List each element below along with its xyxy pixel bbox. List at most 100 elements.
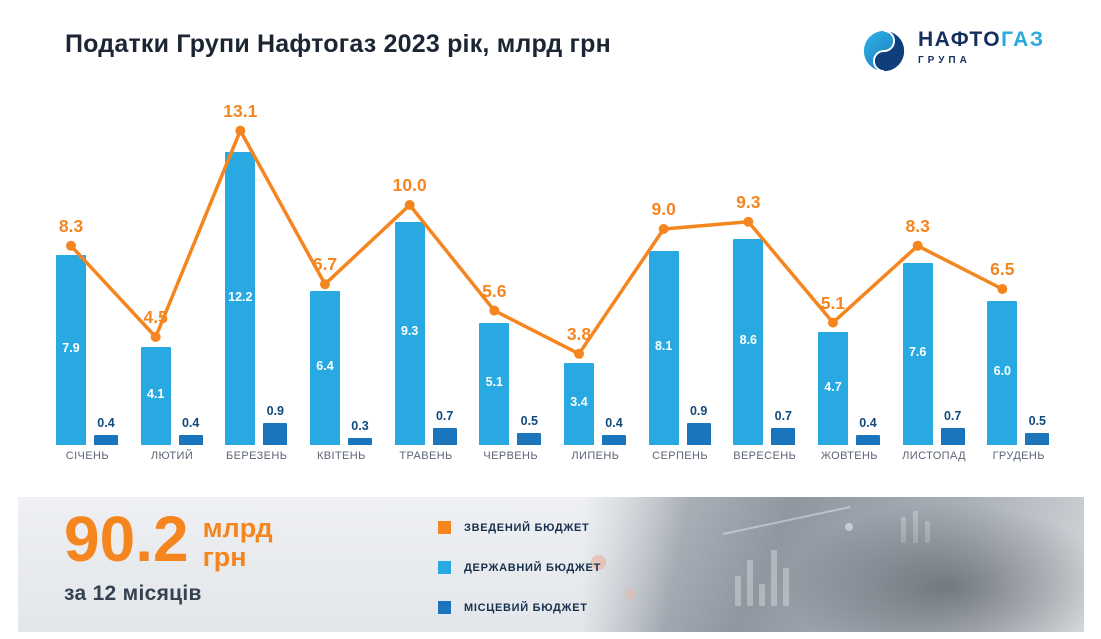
legend-swatch-consolidated: [438, 521, 451, 534]
month-label: ЛЮТИЙ: [150, 450, 194, 462]
month-label: ЛИПЕНЬ: [571, 450, 620, 462]
photo-chart-bar: [770, 550, 777, 606]
consolidated-budget-value: 4.5: [143, 307, 168, 327]
consolidated-budget-value: 8.3: [905, 215, 930, 236]
state-budget-value: 3.4: [570, 395, 588, 410]
consolidated-budget-value: 3.8: [566, 323, 592, 344]
consolidated-budget-value: 6.5: [990, 259, 1015, 279]
state-budget-value: 8.6: [739, 332, 758, 347]
state-budget-value: 4.1: [146, 386, 165, 401]
consolidated-budget-value: 9.3: [736, 191, 761, 212]
photo-hand-shadow: [784, 502, 1084, 632]
local-budget-bar: [771, 428, 796, 445]
consolidated-budget-value: 13.1: [223, 100, 258, 121]
line-point: [150, 332, 161, 342]
naftogaz-logo-group: ГРУПА: [918, 55, 971, 67]
local-budget-value: 0.7: [435, 409, 454, 424]
naftogaz-logo-name: НАФТОГАЗ: [918, 28, 1045, 51]
state-budget-value: 7.6: [908, 344, 927, 359]
local-budget-bar: [1025, 433, 1050, 445]
month-label: СЕРПЕНЬ: [652, 450, 708, 462]
month-label: БЕРЕЗЕНЬ: [226, 450, 288, 462]
local-budget-value: 0.3: [351, 418, 369, 433]
consolidated-budget-value: 10.0: [392, 175, 427, 195]
month-label: ГРУДЕНЬ: [992, 450, 1045, 462]
line-path: [69, 128, 1004, 356]
month-label: ЛИСТОПАД: [902, 450, 966, 462]
photo-chart-bar: [734, 576, 741, 606]
banner-photo: [582, 497, 1084, 632]
naftogaz-logo-icon: [861, 28, 907, 74]
line-point: [489, 305, 500, 316]
line-point: [912, 240, 923, 251]
local-budget-value: 0.7: [943, 409, 962, 424]
local-budget-bar: [348, 437, 372, 445]
line-point: [658, 224, 669, 234]
photo-chart-bar: [746, 560, 753, 606]
local-budget-value: 0.9: [689, 404, 708, 419]
photo-chart-bar: [758, 584, 765, 606]
summary-total-value: 90.2: [64, 503, 189, 575]
local-budget-value: 0.7: [774, 409, 793, 424]
summary-period: за 12 місяців: [64, 582, 202, 606]
month-label: ТРАВЕНЬ: [399, 450, 453, 462]
month-label: ВЕРЕСЕНЬ: [733, 450, 797, 462]
month-label: ЧЕРВЕНЬ: [483, 450, 539, 462]
month-axis: СІЧЕНЬ ЛЮТИЙ БЕРЕЗЕНЬ КВІТЕНЬ ТРАВЕНЬ ЧЕРВЕНЬ…: [45, 450, 1061, 462]
photo-bokeh-dot: [624, 589, 635, 599]
state-budget-value: 7.9: [62, 341, 80, 356]
state-budget-bar: [140, 346, 171, 445]
local-budget-bar: [940, 428, 965, 445]
local-budget-value: 0.5: [520, 414, 539, 428]
legend-item-consolidated: ЗВЕДЕНИЙ БЮДЖЕТ: [438, 521, 601, 534]
consolidated-budget-value: 6.7: [312, 254, 338, 275]
legend-item-local: МІСЦЕВИЙ БЮДЖЕТ: [438, 601, 601, 614]
chart-legend: ЗВЕДЕНИЙ БЮДЖЕТ ДЕРЖАВНИЙ БЮДЖЕТ МІСЦЕВИ…: [438, 521, 601, 614]
line-point: [574, 348, 584, 359]
consolidated-budget-value: 5.6: [482, 280, 507, 301]
legend-label-consolidated: ЗВЕДЕНИЙ БЮДЖЕТ: [464, 521, 590, 534]
summary-total-unit: млрд грн: [202, 513, 273, 573]
line-point: [66, 240, 76, 251]
photo-bokeh-dot: [590, 555, 606, 570]
consolidated-budget-value: 8.3: [58, 215, 84, 236]
local-budget-bar: [686, 423, 711, 445]
state-budget-value: 12.2: [228, 289, 253, 304]
local-budget-value: 0.4: [97, 416, 115, 431]
naftogaz-logo-text: НАФТОГАЗ ГРУПА: [918, 28, 1044, 66]
line-point: [743, 216, 754, 227]
local-budget-bar: [178, 435, 203, 445]
legend-item-state: ДЕРЖАВНИЙ БЮДЖЕТ: [438, 561, 601, 574]
state-budget-value: 9.3: [400, 324, 419, 339]
legend-label-state: ДЕРЖАВНИЙ БЮДЖЕТ: [464, 561, 602, 574]
local-budget-bar: [517, 433, 542, 445]
local-budget-bar: [602, 435, 626, 445]
summary-total: 90.2 млрд грн за 12 місяців: [64, 503, 273, 606]
chart-plot-area: 7.9 0.4 8.3 4.1 0.4 4.5 12.2 0.9 13.1 6.4 0.3 6.7 9.…: [45, 95, 1061, 445]
state-budget-value: 6.0: [993, 364, 1012, 378]
page-title: Податки Групи Нафтогаз 2023 рік, млрд гр…: [65, 30, 611, 58]
line-point: [404, 200, 415, 210]
local-budget-value: 0.9: [266, 404, 285, 419]
local-budget-value: 0.4: [181, 416, 200, 431]
legend-swatch-state: [438, 561, 451, 574]
state-budget-bar: [564, 363, 594, 445]
consolidated-budget-value: 9.0: [651, 199, 676, 219]
local-budget-bar: [263, 423, 288, 445]
line-point: [235, 125, 246, 136]
consolidated-budget-value: 5.1: [820, 292, 846, 313]
line-point: [320, 279, 330, 290]
state-budget-value: 8.1: [654, 338, 673, 353]
local-budget-value: 0.4: [859, 416, 877, 431]
month-label: КВІТЕНЬ: [316, 450, 366, 462]
month-label: СІЧЕНЬ: [65, 450, 109, 462]
local-budget-value: 0.4: [605, 416, 623, 431]
local-budget-bar: [94, 435, 118, 445]
naftogaz-logo: НАФТОГАЗ ГРУПА: [861, 28, 1044, 74]
line-point: [828, 317, 838, 328]
local-budget-value: 0.5: [1028, 414, 1047, 428]
state-budget-value: 4.7: [824, 379, 842, 394]
legend-label-local: МІСЦЕВИЙ БЮДЖЕТ: [464, 601, 588, 614]
state-budget-value: 5.1: [485, 374, 504, 389]
